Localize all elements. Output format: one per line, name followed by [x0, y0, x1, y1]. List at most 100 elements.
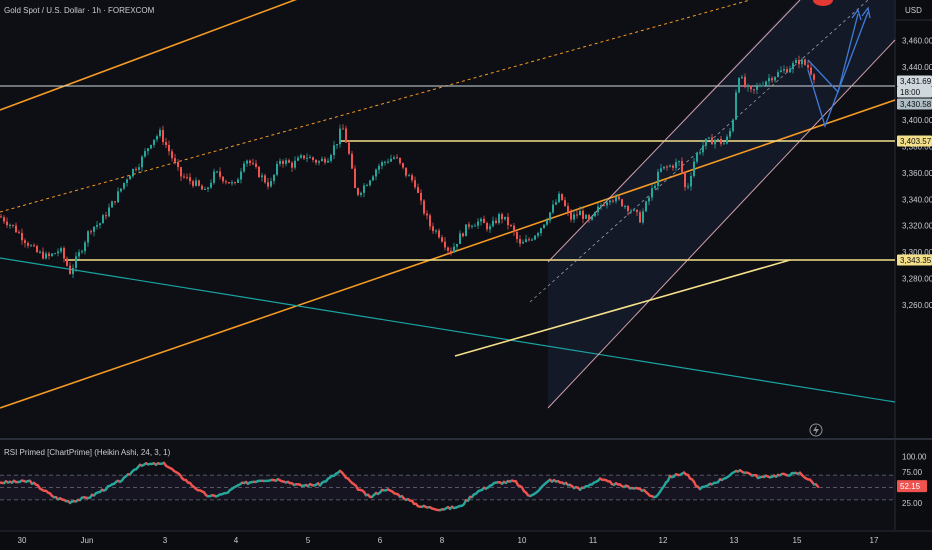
- candle-body: [450, 250, 452, 253]
- candle-body: [414, 180, 416, 188]
- candle-body: [546, 220, 548, 225]
- candle-body: [180, 167, 182, 177]
- candle-body: [57, 251, 59, 254]
- candle-body: [261, 175, 263, 178]
- candle-body: [651, 188, 653, 198]
- candle-body: [597, 206, 599, 213]
- forecast-path-shallow: [807, 13, 859, 94]
- candle-body: [780, 70, 782, 73]
- candle-body: [144, 151, 146, 157]
- candle-body: [303, 155, 305, 159]
- candle-body: [66, 258, 68, 266]
- rsi-pane[interactable]: [0, 440, 895, 530]
- candle-body: [399, 157, 401, 164]
- candle-body: [549, 212, 551, 221]
- candle-body: [348, 142, 350, 154]
- candle-body: [408, 175, 410, 177]
- candle-body: [699, 152, 701, 154]
- candle-body: [96, 224, 98, 227]
- candle-body: [117, 191, 119, 203]
- rsi-value-tag-bg: [897, 480, 927, 493]
- candle-body: [294, 160, 296, 168]
- resistance-price-tag-bg: [897, 135, 932, 147]
- candle-body: [309, 157, 311, 159]
- candle-body: [105, 215, 107, 217]
- candle-body: [372, 176, 374, 181]
- candle-body: [642, 211, 644, 223]
- candle-body: [312, 157, 314, 160]
- candle-body: [393, 157, 395, 159]
- candle-body: [618, 196, 620, 200]
- candle-body: [459, 233, 461, 244]
- candle-body: [9, 224, 11, 226]
- candle-body: [573, 214, 575, 220]
- candle-body: [0, 216, 2, 218]
- candle-body: [804, 59, 806, 65]
- candle-body: [504, 216, 506, 220]
- ascending-channel-shading: [548, 0, 895, 408]
- candle-body: [207, 187, 209, 189]
- rsi-layer: [0, 461, 895, 512]
- candle-body: [177, 161, 179, 168]
- countdown-tag: 18:00: [900, 88, 921, 97]
- candle-body: [183, 176, 185, 178]
- candle-body: [552, 204, 554, 213]
- candle-body: [795, 60, 797, 64]
- candle-body: [39, 251, 41, 253]
- candle-body: [714, 139, 716, 145]
- candle-body: [198, 180, 200, 186]
- candle-body: [810, 67, 812, 75]
- chart-title: Gold Spot / U.S. Dollar · 1h · FOREXCOM: [4, 6, 155, 15]
- candle-body: [378, 165, 380, 170]
- candle-body: [507, 216, 509, 226]
- price-tick-label: 3,320.00: [902, 222, 932, 231]
- candle-body: [357, 188, 359, 195]
- candle-body: [645, 201, 647, 212]
- candle-body: [561, 193, 563, 201]
- candle-body: [777, 72, 779, 77]
- candle-body: [84, 242, 86, 252]
- candle-body: [717, 138, 719, 140]
- candle-body: [243, 163, 245, 172]
- candle-body: [150, 144, 152, 149]
- price-tick-label: 3,340.00: [902, 195, 932, 204]
- candle-body: [462, 233, 464, 237]
- candle-body: [591, 216, 593, 220]
- candle-body: [732, 119, 734, 132]
- candle-body: [192, 181, 194, 186]
- candle-body: [465, 224, 467, 237]
- candle-body: [75, 256, 77, 268]
- candle-body: [600, 205, 602, 207]
- candle-body: [381, 162, 383, 166]
- candle-body: [417, 187, 419, 193]
- candle-body: [690, 175, 692, 187]
- price-tick-label: 3,360.00: [902, 169, 932, 178]
- candle-body: [48, 253, 50, 256]
- time-tick-label: 15: [793, 536, 802, 545]
- candle-body: [24, 240, 26, 244]
- lightning-icon[interactable]: [809, 423, 823, 437]
- rsi-segment: [814, 483, 820, 489]
- candle-body: [222, 176, 224, 182]
- candle-body: [576, 214, 578, 216]
- candle-body: [51, 253, 53, 256]
- candle-body: [444, 241, 446, 248]
- forecast-arrowhead-deep: [861, 6, 871, 19]
- candle-body: [42, 251, 44, 259]
- rsi-value-tag: 52.15: [900, 482, 921, 491]
- support-price-tag: 3,343.35: [900, 256, 932, 265]
- candle-body: [720, 138, 722, 144]
- candle-body: [456, 243, 458, 247]
- candle-body: [327, 160, 329, 163]
- candle-body: [558, 193, 560, 203]
- last-price-tag: 3,431.69: [900, 77, 932, 86]
- candle-body: [216, 171, 218, 173]
- candle-body: [534, 235, 536, 240]
- candle-body: [663, 166, 665, 169]
- axis-labels-layer: 3,260.00 3,280.00 3,300.00 3,320.00 3,340.00…: [18, 37, 932, 545]
- candle-body: [387, 161, 389, 163]
- candle-body: [543, 224, 545, 229]
- candle-body: [204, 188, 206, 190]
- candle-body: [588, 214, 590, 220]
